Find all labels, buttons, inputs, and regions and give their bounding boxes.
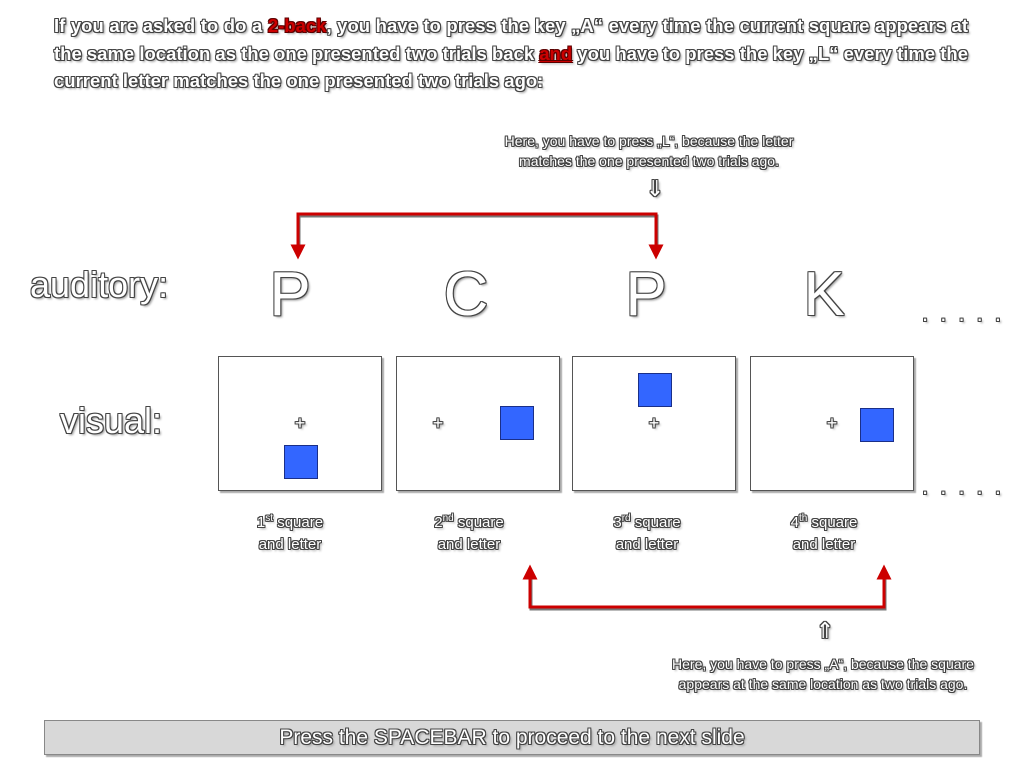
visual-frame-3: + — [572, 356, 736, 491]
blue-square — [638, 373, 672, 407]
caption-1: 1st square and letter — [215, 512, 365, 556]
visual-frame-1: + — [218, 356, 382, 491]
square-match-note-line-2: appears at the same location as two tria… — [678, 676, 968, 692]
square-match-connector — [522, 564, 892, 611]
caption-line-2: and letter — [792, 536, 856, 553]
down-arrow-icon: ⇓ — [645, 176, 665, 201]
letter-match-note: Here, you have to press „L“, because the… — [430, 131, 868, 171]
letter-4: K — [803, 260, 845, 329]
letter-3: P — [625, 260, 667, 329]
letter-match-note-line-2: matches the one presented two trials ago… — [519, 153, 779, 169]
caption-3: 3rd square and letter — [572, 512, 722, 556]
caption-line-2: and letter — [258, 536, 322, 553]
caption-2: 2nd square and letter — [394, 512, 544, 556]
letters-ellipsis: . . . . . — [922, 301, 1005, 326]
square-match-note: Here, you have to press „A“, because the… — [618, 654, 1024, 694]
letter-match-note-line-1: Here, you have to press „L“, because the… — [504, 133, 794, 149]
instruction-part-1: If you are asked to do a — [54, 15, 268, 36]
caption-word: square — [457, 514, 504, 531]
nback-level-highlight: 2-back — [267, 15, 327, 36]
fixation-cross-icon: + — [826, 413, 838, 433]
letter-1: P — [269, 260, 311, 329]
fixation-cross-icon: + — [432, 413, 444, 433]
visual-label: visual: — [60, 400, 163, 441]
fixation-cross-icon: + — [294, 413, 306, 433]
blue-square — [860, 408, 894, 442]
caption-ordinal: 1 — [256, 514, 266, 531]
blue-square — [284, 445, 318, 479]
caption-suffix: nd — [442, 513, 454, 524]
instruction-part-3: you have to press the key „L“ every time… — [54, 42, 969, 92]
spacebar-prompt[interactable]: Press the SPACEBAR to proceed to the nex… — [44, 720, 980, 755]
caption-line-2: and letter — [437, 536, 501, 553]
instruction-text: If you are asked to do a 2-back, you hav… — [54, 12, 968, 95]
fixation-cross-icon: + — [648, 413, 660, 433]
caption-word: square — [634, 514, 681, 531]
caption-ordinal: 3 — [613, 514, 622, 531]
caption-word: square — [277, 514, 324, 531]
visual-frame-2: + — [396, 356, 560, 491]
up-arrow-icon: ⇑ — [815, 618, 835, 643]
letter-2: C — [443, 260, 489, 329]
caption-line-2: and letter — [615, 536, 679, 553]
and-highlight: and — [539, 42, 573, 64]
caption-suffix: st — [265, 513, 274, 524]
caption-word: square — [811, 514, 858, 531]
caption-4: 4th square and letter — [749, 512, 899, 556]
frames-ellipsis: . . . . . — [922, 474, 1005, 499]
visual-frame-4: + — [750, 356, 914, 491]
caption-suffix: rd — [621, 513, 631, 524]
letter-match-connector — [290, 212, 664, 260]
blue-square — [500, 406, 534, 440]
caption-ordinal: 4 — [790, 514, 799, 531]
auditory-label: auditory: — [30, 264, 169, 305]
instruction-part-2: , you have to press the key „A“ every ti… — [54, 15, 968, 64]
caption-ordinal: 2 — [434, 514, 443, 531]
caption-suffix: th — [798, 513, 808, 524]
square-match-note-line-1: Here, you have to press „A“, because the… — [672, 656, 974, 672]
